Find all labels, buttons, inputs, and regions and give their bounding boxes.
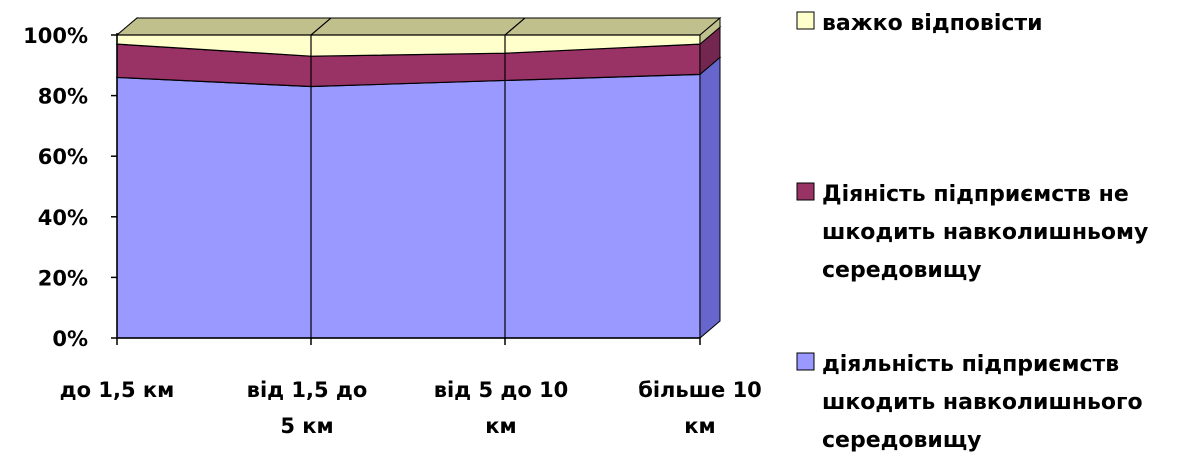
series-2-top-face-1: [309, 17, 527, 36]
category-label: до 1,5 км: [60, 378, 175, 402]
series-2-side-face: [699, 16, 721, 46]
category-label: км: [485, 414, 516, 438]
category-divider-depth-2: [504, 17, 526, 36]
legend-label: Діяність підприємств не: [822, 182, 1129, 207]
category-label: від 1,5 до: [247, 378, 368, 402]
legend-label: важко відповісти: [822, 11, 1043, 36]
legend-label: шкодить навколишньому: [822, 220, 1148, 245]
category-label: від 5 до 10: [434, 378, 569, 402]
legend-swatch-2: [796, 11, 815, 30]
series-2-top-face-2: [503, 17, 722, 36]
category-label: 5 км: [280, 414, 333, 438]
series-2-top-face-0: [115, 17, 333, 36]
legend-swatch-1: [796, 182, 815, 201]
category-label: км: [684, 414, 715, 438]
series-0-area: [116, 73, 701, 339]
y-tick-label: 80%: [38, 85, 88, 109]
legend-swatch-0: [796, 352, 815, 371]
y-tick-label: 100%: [23, 24, 88, 48]
series-0-side-face: [699, 56, 721, 340]
category-label: більше 10: [638, 378, 762, 402]
y-tick-label: 60%: [38, 145, 88, 169]
y-tick-label: 0%: [52, 327, 88, 351]
y-tick-label: 40%: [38, 206, 88, 230]
legend-label: шкодить навколишнього: [822, 390, 1143, 415]
legend-label: середовищу: [822, 428, 982, 453]
legend-label: середовищу: [822, 258, 982, 283]
legend-label: діяльність підприємств: [822, 352, 1119, 377]
y-tick-label: 20%: [38, 266, 88, 290]
category-divider-depth-1: [310, 17, 332, 36]
